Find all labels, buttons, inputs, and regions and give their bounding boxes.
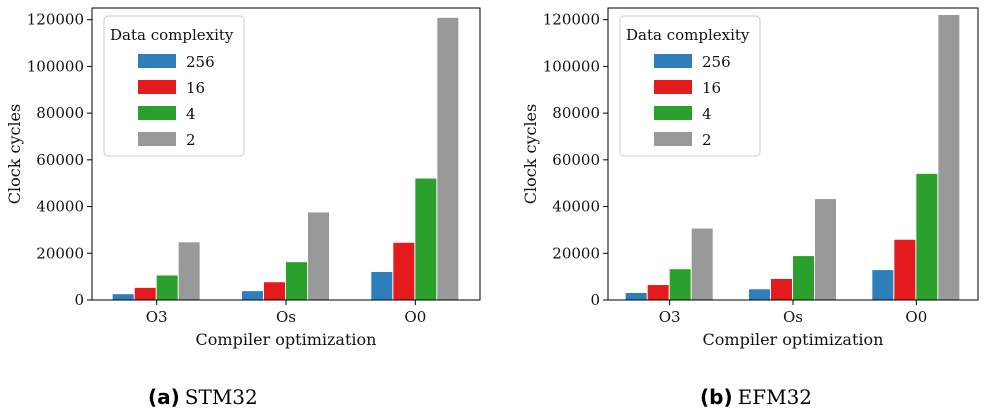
bar-16-O3	[134, 287, 156, 300]
y-tick-label: 40000	[552, 198, 600, 216]
y-tick-label: 60000	[552, 151, 600, 169]
legend-label-4: 4	[186, 105, 196, 123]
bar-4-Os	[793, 256, 814, 300]
caption-a: (a) STM32	[148, 385, 258, 410]
legend-swatch-256	[654, 54, 692, 68]
legend-label-256: 256	[702, 53, 731, 71]
legend-title: Data complexity	[626, 26, 750, 44]
legend-swatch-2	[654, 132, 692, 146]
legend-swatch-4	[138, 106, 176, 120]
bar-16-O3	[647, 285, 669, 300]
bar-2-O3	[691, 228, 713, 300]
x-tick-label: O0	[905, 308, 927, 326]
bar-256-O0	[872, 270, 894, 300]
y-tick-label: 80000	[552, 104, 600, 122]
y-tick-label: 100000	[543, 57, 600, 75]
legend-swatch-256	[138, 54, 176, 68]
legend-label-2: 2	[186, 131, 196, 149]
legend-swatch-2	[138, 132, 176, 146]
chart-panel-b: 0 20000 40000 60000 80000 100000 120000 O3 Os O0 C…	[521, 7, 979, 349]
bar-4-O0	[415, 178, 437, 300]
legend-label-2: 2	[702, 131, 712, 149]
legend-label-16: 16	[702, 79, 721, 97]
x-axis-label: Compiler optimization	[196, 330, 377, 349]
x-tick-label: O0	[404, 308, 426, 326]
bar-16-O0	[894, 239, 916, 300]
bar-2-Os	[815, 199, 836, 300]
legend-label-16: 16	[186, 79, 205, 97]
y-tick-label: 80000	[36, 104, 84, 122]
legend-swatch-16	[654, 80, 692, 94]
bar-256-O3	[625, 292, 647, 300]
y-tick-label: 20000	[36, 244, 84, 262]
chart-panel-a: 0 20000 40000 60000 80000 100000 120000 O3 Os O0 C…	[5, 7, 481, 349]
bar-4-O0	[916, 173, 938, 300]
bar-256-O0	[371, 271, 393, 300]
bar-4-O3	[669, 269, 691, 300]
y-tick-label: 120000	[543, 11, 600, 29]
y-tick-label: 0	[590, 291, 600, 309]
x-tick-label: O3	[659, 308, 681, 326]
bar-256-Os	[242, 291, 263, 300]
caption-b: (b) EFM32	[700, 385, 812, 410]
bar-4-O3	[156, 275, 178, 300]
y-axis-label: Clock cycles	[5, 104, 24, 205]
y-tick-label: 40000	[36, 198, 84, 216]
caption-b-tag: (b)	[700, 385, 733, 409]
y-axis-label: Clock cycles	[521, 104, 540, 205]
bar-2-O0	[437, 17, 459, 301]
legend-swatch-4	[654, 106, 692, 120]
caption-a-text: STM32	[184, 385, 258, 409]
bar-16-Os	[771, 278, 792, 300]
legend-label-4: 4	[702, 105, 712, 123]
legend-title: Data complexity	[110, 26, 234, 44]
legend-label-256: 256	[186, 53, 215, 71]
x-axis-label: Compiler optimization	[703, 330, 884, 349]
caption-a-tag: (a)	[148, 385, 180, 409]
y-tick-label: 20000	[552, 244, 600, 262]
bar-4-Os	[286, 262, 307, 300]
bar-16-Os	[264, 282, 285, 300]
y-tick-label: 120000	[27, 11, 84, 29]
x-tick-label: O3	[146, 308, 168, 326]
bar-2-O3	[178, 242, 200, 300]
caption-b-text: EFM32	[737, 385, 813, 409]
y-tick-label: 60000	[36, 151, 84, 169]
bar-2-Os	[308, 212, 329, 300]
bar-16-O0	[393, 242, 415, 300]
x-tick-label: Os	[783, 308, 803, 326]
legend-swatch-16	[138, 80, 176, 94]
y-tick-label: 0	[74, 291, 84, 309]
bar-256-Os	[749, 289, 770, 300]
y-tick-label: 100000	[27, 57, 84, 75]
x-tick-label: Os	[276, 308, 296, 326]
bar-256-O3	[112, 294, 134, 300]
bar-2-O0	[938, 15, 960, 301]
